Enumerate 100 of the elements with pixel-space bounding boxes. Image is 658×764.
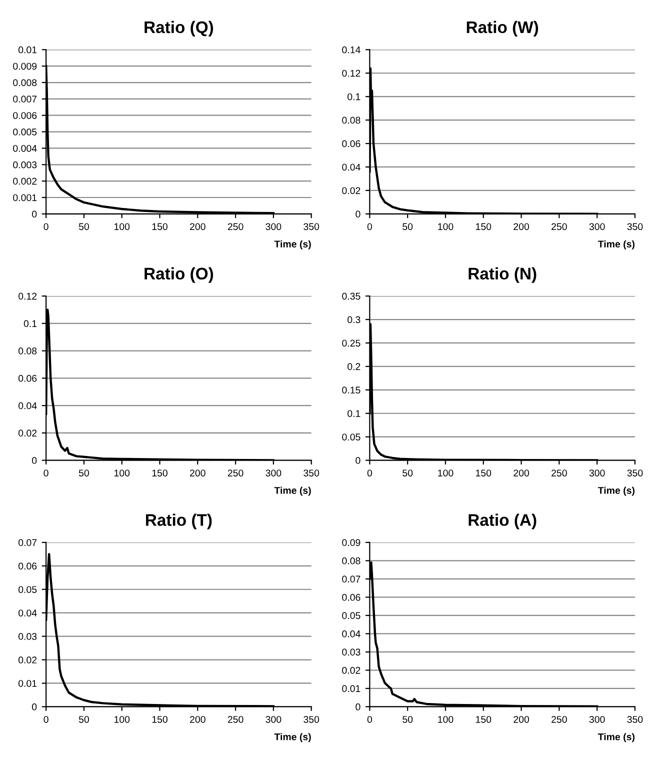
x-tick-label: 150 <box>152 716 168 723</box>
x-tick-label: 100 <box>114 223 130 230</box>
y-tick-label: 0.02 <box>342 666 360 674</box>
chart-title: Ratio (O) <box>144 267 214 283</box>
y-tick-label: 0.1 <box>348 410 360 417</box>
y-tick-label: 0.05 <box>342 612 360 620</box>
y-tick-label: 0.07 <box>18 539 37 546</box>
y-tick-label: 0.08 <box>342 557 360 564</box>
x-axis-title: Time (s) <box>274 240 311 250</box>
y-tick-label: 0.04 <box>18 610 37 616</box>
chart-title: Ratio (W) <box>466 20 538 36</box>
x-tick-label: 300 <box>589 223 605 230</box>
y-tick-label: 0.04 <box>342 164 360 171</box>
x-axis-title: Time (s) <box>274 486 311 496</box>
x-tick-label: 300 <box>589 470 605 476</box>
x-tick-label: 250 <box>552 470 567 476</box>
y-tick-label: 0 <box>356 457 360 464</box>
y-tick-label: 0.005 <box>13 128 37 136</box>
x-tick-label: 300 <box>589 716 605 723</box>
x-tick-label: 150 <box>476 470 492 476</box>
y-tick-label: 0.006 <box>13 112 37 119</box>
x-tick-label: 0 <box>367 716 372 723</box>
y-tick-label: 0.06 <box>342 140 360 148</box>
x-tick-label: 350 <box>304 223 320 230</box>
x-tick-label: 200 <box>190 716 206 723</box>
y-tick-label: 0.1 <box>348 93 360 100</box>
y-tick-label: 0.06 <box>18 562 37 570</box>
x-tick-label: 350 <box>627 223 643 230</box>
y-tick-label: 0.12 <box>18 292 37 300</box>
x-tick-label: 300 <box>266 223 282 230</box>
y-tick-label: 0.03 <box>342 648 360 656</box>
x-tick-label: 0 <box>44 716 48 723</box>
x-axis-title: Time (s) <box>274 733 311 742</box>
y-tick-label: 0 <box>32 457 37 464</box>
y-tick-label: 0.04 <box>342 630 360 638</box>
y-tick-label: 0.08 <box>18 348 37 354</box>
y-tick-label: 0.1 <box>24 320 37 328</box>
y-tick-label: 0.004 <box>13 144 37 152</box>
x-tick-label: 350 <box>304 470 320 476</box>
x-tick-label: 50 <box>78 223 89 230</box>
y-tick-label: 0.009 <box>13 62 37 70</box>
y-tick-label: 0.08 <box>342 116 360 124</box>
x-tick-label: 350 <box>627 716 643 723</box>
x-axis-title: Time (s) <box>598 240 634 250</box>
x-tick-label: 150 <box>476 223 492 230</box>
x-tick-label: 250 <box>552 223 567 230</box>
y-tick-label: 0.02 <box>18 430 37 437</box>
y-tick-label: 0 <box>356 703 360 710</box>
y-tick-label: 0.2 <box>348 363 360 370</box>
y-tick-label: 0.07 <box>342 576 360 583</box>
x-tick-label: 50 <box>78 470 89 476</box>
chart-title: Ratio (T) <box>146 514 212 530</box>
x-axis-title: Time (s) <box>598 733 634 742</box>
y-tick-label: 0.35 <box>342 292 360 300</box>
y-tick-label: 0.02 <box>342 187 360 194</box>
y-tick-label: 0.06 <box>18 374 37 382</box>
y-tick-label: 0.008 <box>13 79 37 86</box>
x-tick-label: 350 <box>304 716 320 723</box>
y-tick-label: 0.01 <box>18 680 37 687</box>
x-tick-label: 50 <box>402 470 413 476</box>
x-tick-label: 100 <box>114 470 130 476</box>
x-tick-label: 0 <box>367 223 372 230</box>
x-tick-label: 150 <box>476 716 492 723</box>
y-tick-label: 0.05 <box>18 586 37 593</box>
x-tick-label: 100 <box>114 716 130 723</box>
x-tick-label: 250 <box>228 470 244 476</box>
y-tick-label: 0.001 <box>13 194 37 202</box>
x-tick-label: 250 <box>228 716 244 723</box>
y-tick-label: 0 <box>356 210 360 218</box>
y-tick-label: 0.002 <box>13 178 37 185</box>
x-tick-label: 50 <box>402 716 413 723</box>
x-tick-label: 100 <box>438 223 454 230</box>
x-tick-label: 0 <box>44 223 48 230</box>
x-tick-label: 200 <box>514 716 530 723</box>
x-tick-label: 100 <box>438 716 454 723</box>
x-tick-label: 50 <box>402 223 413 230</box>
x-tick-label: 200 <box>514 223 530 230</box>
y-tick-label: 0 <box>32 210 37 218</box>
x-tick-label: 250 <box>228 223 244 230</box>
y-tick-label: 0.03 <box>18 633 37 640</box>
y-tick-label: 0.06 <box>342 594 360 601</box>
y-tick-label: 0.12 <box>342 70 360 77</box>
x-tick-label: 150 <box>152 470 168 476</box>
y-tick-label: 0.25 <box>342 340 360 347</box>
x-tick-label: 150 <box>152 223 168 230</box>
x-tick-label: 50 <box>78 716 89 723</box>
x-tick-label: 100 <box>438 470 454 476</box>
y-tick-label: 0.09 <box>342 539 360 546</box>
y-tick-label: 0 <box>32 703 37 710</box>
x-tick-label: 300 <box>266 470 282 476</box>
x-tick-label: 200 <box>514 470 530 476</box>
x-tick-label: 200 <box>190 223 206 230</box>
y-tick-label: 0.14 <box>342 46 360 54</box>
chart-title: Ratio (N) <box>468 267 536 283</box>
y-tick-label: 0.01 <box>342 685 360 692</box>
y-tick-label: 0.02 <box>18 656 37 664</box>
y-tick-label: 0.3 <box>348 316 360 324</box>
y-tick-label: 0.007 <box>13 96 37 103</box>
x-tick-label: 350 <box>627 470 643 476</box>
x-tick-label: 200 <box>190 470 206 476</box>
